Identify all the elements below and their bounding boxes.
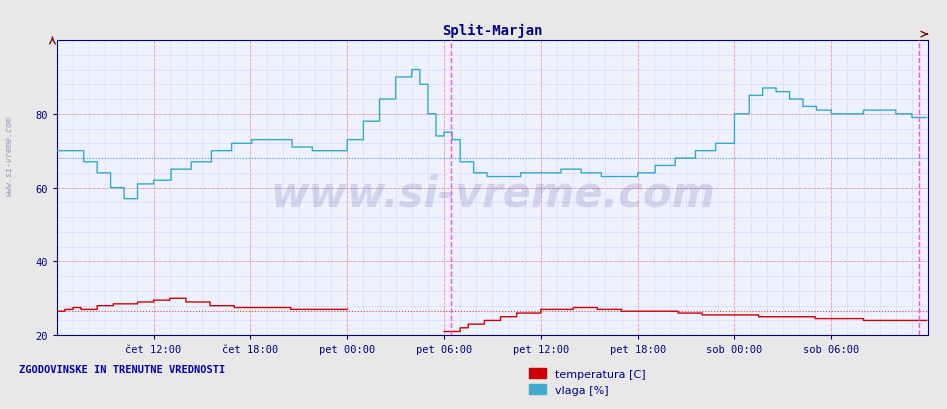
Text: www.si-vreme.com: www.si-vreme.com	[5, 115, 14, 196]
Legend: temperatura [C], vlaga [%]: temperatura [C], vlaga [%]	[525, 364, 650, 399]
Title: Split-Marjan: Split-Marjan	[442, 24, 543, 38]
Text: www.si-vreme.com: www.si-vreme.com	[270, 173, 715, 215]
Text: ZGODOVINSKE IN TRENUTNE VREDNOSTI: ZGODOVINSKE IN TRENUTNE VREDNOSTI	[19, 364, 225, 374]
